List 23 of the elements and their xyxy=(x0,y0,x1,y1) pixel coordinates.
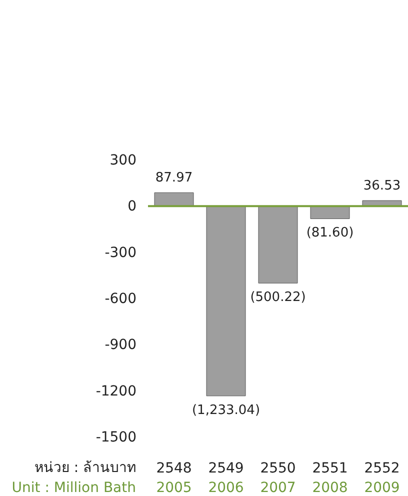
category-label: 2552 2009 xyxy=(364,460,400,496)
text: หน่วย : ล้านบาท xyxy=(34,460,136,476)
bar xyxy=(310,206,350,219)
y-tick-label: -900 xyxy=(104,337,136,354)
y-tick-label: 0 xyxy=(128,198,136,215)
category-label: 2548 2005 xyxy=(156,460,192,496)
text: Unit : Million Bath xyxy=(12,480,136,496)
bar xyxy=(206,206,246,396)
data-label: 36.53 xyxy=(363,178,401,194)
y-tick-label: -1500 xyxy=(96,430,136,446)
category-label: 2549 2006 xyxy=(208,460,244,496)
category-label: 2550 2007 xyxy=(260,460,296,496)
y-tick-label: -1200 xyxy=(96,383,136,400)
y-tick-label: -300 xyxy=(104,244,136,261)
data-label: 87.97 xyxy=(155,170,193,186)
category-label: 2551 2008 xyxy=(312,460,348,496)
data-label: (500.22) xyxy=(250,290,306,306)
y-tick-label: -600 xyxy=(104,291,136,307)
y-tick-label: 300 xyxy=(110,152,136,168)
bar xyxy=(258,206,298,284)
bar xyxy=(154,192,194,206)
data-label: (1,233.04) xyxy=(192,402,260,418)
data-label: (81.60) xyxy=(306,226,354,241)
